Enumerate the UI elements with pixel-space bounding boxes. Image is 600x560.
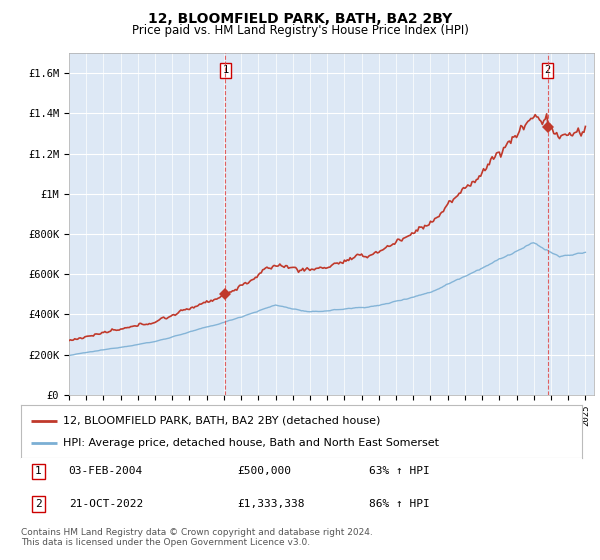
Text: £500,000: £500,000 — [237, 466, 291, 477]
Text: 2: 2 — [545, 65, 551, 75]
Text: 86% ↑ HPI: 86% ↑ HPI — [369, 499, 430, 509]
Text: 12, BLOOMFIELD PARK, BATH, BA2 2BY (detached house): 12, BLOOMFIELD PARK, BATH, BA2 2BY (deta… — [63, 416, 380, 426]
Text: 63% ↑ HPI: 63% ↑ HPI — [369, 466, 430, 477]
Text: £1,333,338: £1,333,338 — [237, 499, 304, 509]
Text: 2: 2 — [35, 499, 42, 509]
Text: HPI: Average price, detached house, Bath and North East Somerset: HPI: Average price, detached house, Bath… — [63, 438, 439, 449]
Text: 12, BLOOMFIELD PARK, BATH, BA2 2BY: 12, BLOOMFIELD PARK, BATH, BA2 2BY — [148, 12, 452, 26]
Text: Contains HM Land Registry data © Crown copyright and database right 2024.
This d: Contains HM Land Registry data © Crown c… — [21, 528, 373, 547]
Text: 1: 1 — [35, 466, 42, 477]
Text: 21-OCT-2022: 21-OCT-2022 — [68, 499, 143, 509]
Text: 03-FEB-2004: 03-FEB-2004 — [68, 466, 143, 477]
Text: Price paid vs. HM Land Registry's House Price Index (HPI): Price paid vs. HM Land Registry's House … — [131, 24, 469, 36]
Text: 1: 1 — [223, 65, 229, 75]
